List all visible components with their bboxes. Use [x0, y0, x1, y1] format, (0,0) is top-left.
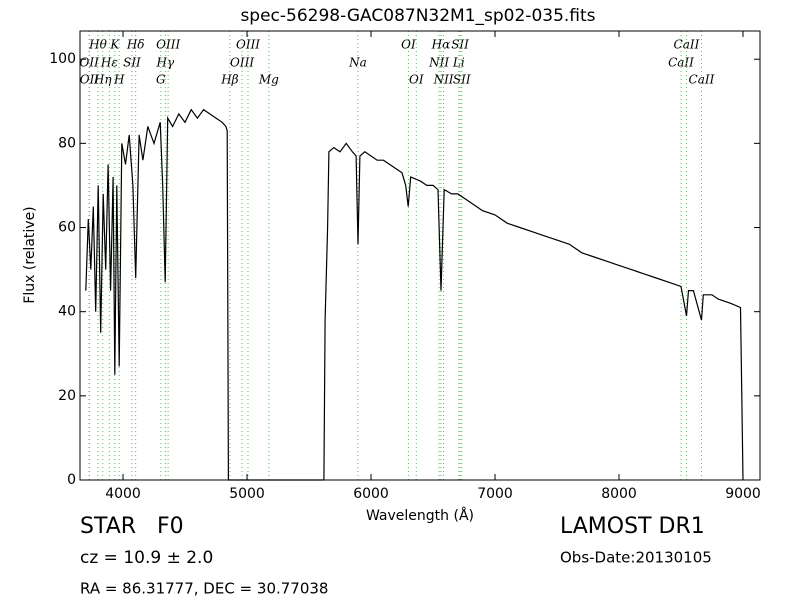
spectral-line-label: CaII [668, 56, 694, 70]
x-tick-label: 8000 [601, 486, 637, 502]
obs-date-label: Obs-Date:20130105 [560, 549, 712, 567]
spectral-line-label: Hα [431, 38, 451, 52]
redshift-label: cz = 10.9 ± 2.0 [80, 548, 213, 568]
spectral-line-label: G [156, 73, 166, 87]
spectral-line-label: Na [348, 56, 367, 70]
spectral-line-label: Hγ [155, 56, 174, 70]
x-tick-label: 6000 [353, 486, 389, 502]
x-tick-label: 7000 [477, 486, 513, 502]
y-tick-label: 40 [58, 304, 76, 320]
y-tick-label: 60 [58, 220, 76, 236]
spectral-line-label: SII [451, 38, 469, 52]
spectral-line-label: CaII [689, 73, 715, 87]
y-tick-label: 0 [67, 472, 76, 488]
spectrum-line [85, 108, 744, 481]
y-tick-label: 20 [58, 388, 76, 404]
spectral-line-label: OIII [236, 38, 260, 52]
spectral-line-label: Mg [258, 73, 279, 87]
spectral-line-label: Hε [100, 56, 118, 70]
spectral-line-label: SII [123, 56, 141, 70]
spectral-line-label: OI [401, 38, 416, 52]
y-tick-label: 100 [49, 51, 76, 67]
y-tick-label: 80 [58, 135, 76, 151]
plot-frame [79, 30, 761, 481]
spectral-line-label: OI [409, 73, 424, 87]
spectral-line-label: Hη [93, 73, 112, 87]
spectral-line-label: Hδ [126, 38, 145, 52]
chart-title: spec-56298-GAC087N32M1_sp02-035.fits [240, 6, 595, 26]
x-tick-label: 9000 [725, 486, 761, 502]
x-tick-label: 4000 [105, 486, 141, 502]
spectral-line-label: H [113, 73, 125, 87]
spectral-line-label: K [109, 38, 120, 52]
spectral-line-label: Hβ [220, 73, 238, 87]
spectral-line-label: OII [80, 73, 100, 87]
spectral-line-label: CaII [674, 38, 700, 52]
spectral-line-label: Li [452, 56, 465, 70]
coords-label: RA = 86.31777, DEC = 30.77038 [80, 580, 328, 598]
spectral-line-label: SII [453, 73, 471, 87]
spectral-line-label: OIII [156, 38, 180, 52]
spectral-line-label: Hθ [88, 38, 107, 52]
survey-label: LAMOST DR1 [560, 514, 705, 539]
spectral-line-label: NII [428, 56, 449, 70]
x-axis-label: Wavelength (Å) [366, 507, 474, 524]
class-label: STAR F0 [80, 514, 184, 539]
x-tick-label: 5000 [229, 486, 265, 502]
spectral-line-label: OIII [230, 56, 254, 70]
y-axis-label: Flux (relative) [22, 206, 38, 303]
spectral-line-label: NII [433, 73, 454, 87]
